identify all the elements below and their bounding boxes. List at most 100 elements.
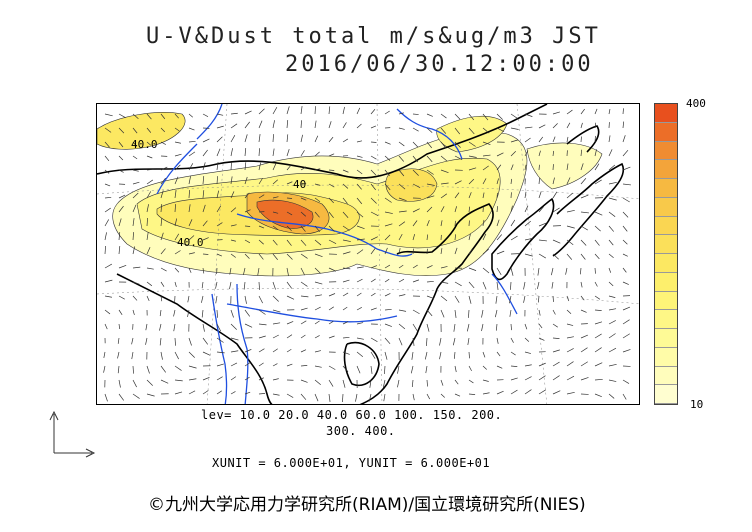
wind-arrow: [384, 351, 388, 360]
wind-arrow: [314, 365, 322, 368]
wind-arrow: [216, 125, 224, 129]
wind-arrow: [580, 211, 589, 214]
colorbar-segment: [655, 347, 677, 367]
wind-arrow: [202, 190, 205, 199]
wind-arrow: [524, 205, 529, 213]
wind-arrow: [174, 190, 177, 199]
wind-arrow: [244, 121, 250, 129]
wind-arrow: [201, 309, 204, 318]
wind-arrow: [104, 113, 113, 117]
wind-arrow: [440, 206, 445, 213]
wind-arrow: [132, 393, 140, 399]
wind-arrow: [146, 393, 155, 397]
wind-arrow: [174, 218, 178, 227]
wind-arrow: [524, 389, 532, 395]
wind-arrow: [412, 233, 416, 241]
wind-arrow: [104, 295, 113, 298]
wind-arrow: [398, 141, 405, 147]
wind-arrow: [160, 113, 166, 120]
wind-arrow: [594, 179, 602, 185]
wind-arrow: [328, 169, 335, 171]
wind-arrow: [314, 281, 323, 285]
wind-arrow: [382, 379, 386, 388]
wind-arrow: [622, 306, 631, 311]
wind-arrow: [608, 211, 616, 217]
wind-arrow: [146, 168, 154, 171]
contour-label: 40.0: [131, 138, 158, 151]
wind-arrow: [258, 393, 266, 395]
wind-arrow: [272, 196, 279, 199]
wind-arrow: [468, 167, 477, 171]
wind-arrow: [580, 309, 587, 313]
wind-arrow: [608, 253, 614, 259]
wind-arrow: [468, 393, 476, 395]
wind-arrow: [370, 365, 373, 374]
wind-arrow: [608, 281, 614, 287]
wind-arrow: [580, 377, 589, 381]
wind-arrow: [454, 192, 460, 199]
wind-arrow: [216, 148, 221, 157]
wind-arrow: [384, 337, 391, 345]
wind-arrow: [146, 191, 152, 199]
wind-arrow: [412, 113, 419, 115]
colorbar-min-label: 10: [690, 398, 704, 411]
wind-arrow: [244, 239, 251, 244]
wind-arrow: [159, 309, 162, 317]
wind-arrow: [566, 309, 572, 315]
wind-arrow: [566, 163, 569, 171]
wind-arrow: [426, 206, 433, 213]
wind-arrow: [118, 218, 122, 227]
wind-arrow: [202, 267, 205, 274]
wind-arrow: [594, 295, 601, 300]
wind-arrow: [440, 309, 445, 318]
wind-arrow: [230, 350, 239, 353]
colorbar-segment: [655, 141, 677, 161]
wind-arrow: [174, 365, 182, 371]
wind-arrow: [230, 253, 236, 258]
wind-arrow: [314, 267, 321, 274]
wind-arrow: [244, 323, 253, 328]
wind-arrow: [300, 253, 308, 259]
wind-arrow: [103, 365, 106, 373]
wind-arrow: [188, 151, 196, 157]
wind-arrow: [452, 337, 456, 346]
wind-arrow: [188, 163, 194, 171]
wind-arrow: [426, 280, 434, 283]
wind-arrow: [286, 267, 289, 276]
wind-arrow: [272, 148, 275, 157]
wind-arrow: [230, 239, 236, 242]
wind-arrow: [552, 111, 560, 115]
wind-arrow: [440, 379, 444, 386]
wind-arrow: [216, 253, 222, 257]
wind-arrow: [523, 295, 526, 303]
wind-arrow: [328, 153, 335, 157]
wind-arrow: [580, 334, 588, 339]
wind-arrow: [426, 113, 433, 117]
wind-arrow: [173, 323, 176, 332]
wind-arrow: [453, 323, 456, 332]
wind-arrow: [622, 239, 628, 245]
wind-arrow: [173, 309, 176, 317]
wind-arrow: [356, 169, 363, 175]
wind-arrow: [538, 309, 541, 316]
wind-arrow: [117, 351, 120, 359]
wind-arrow: [468, 178, 475, 185]
wind-arrow: [370, 211, 379, 216]
wind-arrow: [159, 337, 162, 346]
wind-arrow: [468, 192, 472, 199]
wind-arrow: [174, 113, 179, 119]
wind-arrow: [272, 309, 281, 313]
wind-arrow: [384, 223, 393, 227]
wind-arrow: [258, 162, 261, 171]
wind-arrow: [384, 293, 391, 297]
wind-arrow: [188, 140, 196, 143]
wind-arrow: [258, 194, 265, 199]
wind-arrow: [300, 267, 305, 276]
color-scale-bar: [654, 103, 678, 405]
wind-arrow: [622, 253, 628, 257]
wind-arrow: [454, 113, 461, 120]
wind-arrow: [552, 150, 555, 157]
vector-units: XUNIT = 6.000E+01, YUNIT = 6.000E+01: [212, 456, 491, 470]
wind-arrow: [229, 281, 232, 290]
wind-arrow: [272, 120, 275, 129]
